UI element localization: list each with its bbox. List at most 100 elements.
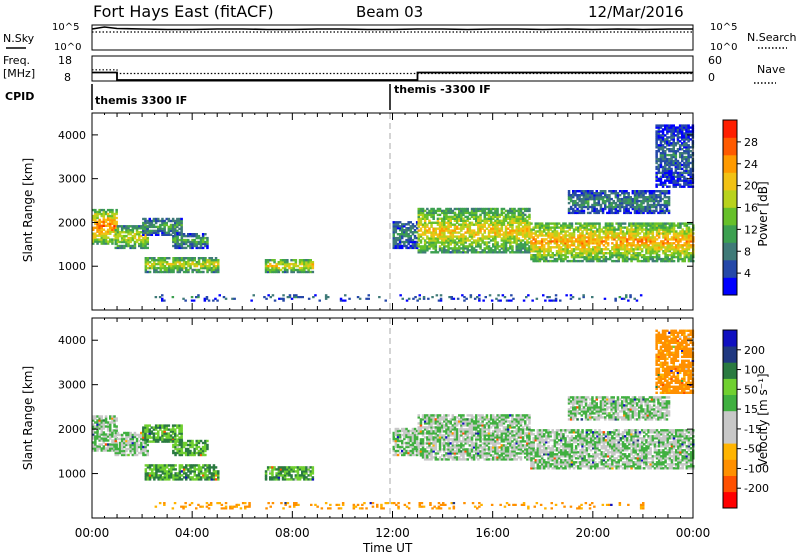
rti-cell [651,244,655,247]
rti-cell [485,247,489,250]
rti-cell [572,240,576,243]
rti-cell [631,199,635,203]
rti-cell [180,238,184,242]
rti-cell [581,248,584,251]
rti-cell [485,235,489,238]
rti-cell [150,219,154,223]
rti-cell [494,231,497,234]
rti-cell [660,244,663,247]
rti-cell [604,242,608,245]
rti-cell [199,257,203,260]
rti-cell [594,254,597,257]
rti-cell [146,478,150,481]
rti-cell [687,148,690,151]
rti-cell [689,132,692,135]
rti-cell [635,203,639,207]
rti-cell [568,244,571,247]
rti-cell [557,232,561,235]
rti-cell [584,190,588,193]
rti-cell [619,248,623,251]
rti-cell [534,254,537,257]
rti-cell [441,233,444,236]
rti-cell [623,236,627,239]
rti-cell [628,238,631,241]
rti-cell [601,201,605,205]
rti-cell [487,237,491,240]
rti-cell [120,227,124,230]
rti-cell [502,223,506,226]
rti-cell [670,179,673,182]
rti-cell [185,257,188,260]
rti-cell [645,232,648,235]
station-title: Fort Hays East (fitACF) [93,2,274,21]
rti-cell [524,245,527,248]
rti-cell [611,236,614,239]
rti-cell [483,237,486,240]
rti-cell [303,268,306,272]
rti-cell [638,236,642,239]
rti-cell [626,252,629,255]
rti-cell [96,447,99,450]
rti-cell [405,231,408,234]
rti-cell [142,217,145,221]
rti-cell [632,222,635,225]
rti-cell [430,235,433,238]
rti-cell [100,240,103,243]
rti-cell [470,231,474,234]
rti-cell [683,165,686,169]
rti-cell [409,229,412,232]
rti-cell [655,183,658,186]
rti-cell [578,209,581,213]
rti-cell [646,190,649,193]
rti-cell [543,234,546,237]
rti-cell [131,231,135,234]
rti-cell [674,159,678,163]
rti-cell [189,449,192,453]
rti-cell [672,224,676,227]
rti-cell [536,236,540,239]
rti-cell [180,229,183,233]
rti-cell [602,230,606,233]
rti-cell [574,199,577,203]
rti-cell [638,199,641,203]
rti-cell [109,445,112,448]
rti-cell [626,238,629,241]
rti-cell [689,230,693,233]
rti-cell [638,190,641,193]
rti-cell [195,240,198,244]
rti-cell [451,249,455,252]
rti-cell [519,227,523,230]
rti-cell [441,211,444,215]
rti-cell [553,228,557,231]
rti-cell [629,196,632,199]
rti-cell [161,434,164,437]
rti-cell [672,236,676,239]
rti-cell [127,236,130,240]
rti-cell [601,207,605,211]
rti-cell [564,242,567,245]
rti-cell [307,268,310,272]
rti-cell [568,250,571,253]
rti-cell [167,217,171,221]
rti-cell [664,165,667,169]
rti-cell [570,240,574,243]
rti-cell [511,215,514,219]
rti-cell [125,242,128,246]
rti-cell [604,205,607,209]
rti-cell [438,237,442,240]
rti-cell [545,255,548,259]
rti-cell [683,224,686,227]
rti-cell [172,264,175,268]
rti-cell [580,203,584,207]
rti-cell [174,221,177,225]
rti-cell [638,203,641,207]
rti-cell [547,224,550,227]
rti-cell [475,217,478,220]
rti-cell [650,194,654,197]
rti-cell [419,213,423,217]
rti-cell [485,245,489,248]
rti-cell [451,239,455,242]
rti-cell [642,209,645,213]
rti-cell [622,297,626,300]
rti-cell [92,447,95,450]
